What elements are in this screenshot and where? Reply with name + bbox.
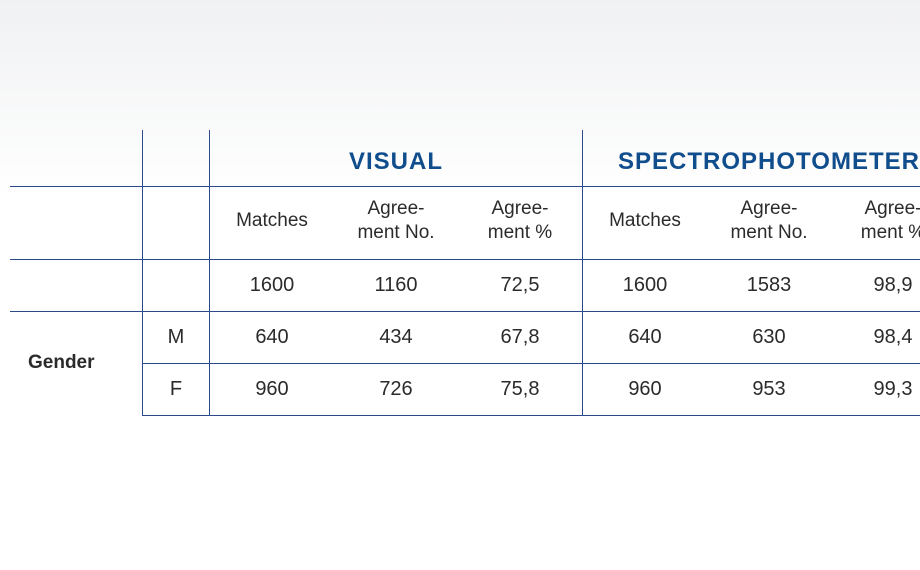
subhead-blank-2 <box>143 187 210 260</box>
group-header-spectro: SPECTROPHOTOMETER <box>583 130 920 187</box>
cell: 72,5 <box>458 259 583 311</box>
col-matches-spectro: Matches <box>583 187 708 260</box>
cell: 98,9 <box>831 259 920 311</box>
cell: 960 <box>210 363 335 415</box>
row0-cat <box>10 259 143 311</box>
corner-blank-1 <box>10 130 143 187</box>
row2-sub: F <box>143 363 210 415</box>
sub-header-row: Matches Agree-ment No. Agree-ment % Matc… <box>10 187 920 260</box>
cell: 99,3 <box>831 363 920 415</box>
row0-sub <box>143 259 210 311</box>
cell: 726 <box>334 363 458 415</box>
cell: 1583 <box>707 259 831 311</box>
row1-sub: M <box>143 311 210 363</box>
cell: 75,8 <box>458 363 583 415</box>
col-agreeno-visual: Agree-ment No. <box>334 187 458 260</box>
cell: 67,8 <box>458 311 583 363</box>
cell: 98,4 <box>831 311 920 363</box>
cell: 1600 <box>583 259 708 311</box>
group-header-visual: VISUAL <box>210 130 583 187</box>
col-agreeno-spectro: Agree-ment No. <box>707 187 831 260</box>
row-category-gender: Gender <box>10 311 143 415</box>
cell: 630 <box>707 311 831 363</box>
cell: 960 <box>583 363 708 415</box>
table-row: Gender M 640 434 67,8 640 630 98,4 <box>10 311 920 363</box>
col-matches-visual: Matches <box>210 187 335 260</box>
cell: 1600 <box>210 259 335 311</box>
group-header-row: VISUAL SPECTROPHOTOMETER <box>10 130 920 187</box>
cell: 640 <box>583 311 708 363</box>
comparison-table: VISUAL SPECTROPHOTOMETER Matches Agree-m… <box>10 130 920 416</box>
cell: 640 <box>210 311 335 363</box>
table-row: 1600 1160 72,5 1600 1583 98,9 <box>10 259 920 311</box>
cell: 1160 <box>334 259 458 311</box>
subhead-blank-1 <box>10 187 143 260</box>
col-agreepct-visual: Agree-ment % <box>458 187 583 260</box>
table-row: F 960 726 75,8 960 953 99,3 <box>10 363 920 415</box>
col-agreepct-spectro: Agree-ment % <box>831 187 920 260</box>
corner-blank-2 <box>143 130 210 187</box>
cell: 953 <box>707 363 831 415</box>
cell: 434 <box>334 311 458 363</box>
